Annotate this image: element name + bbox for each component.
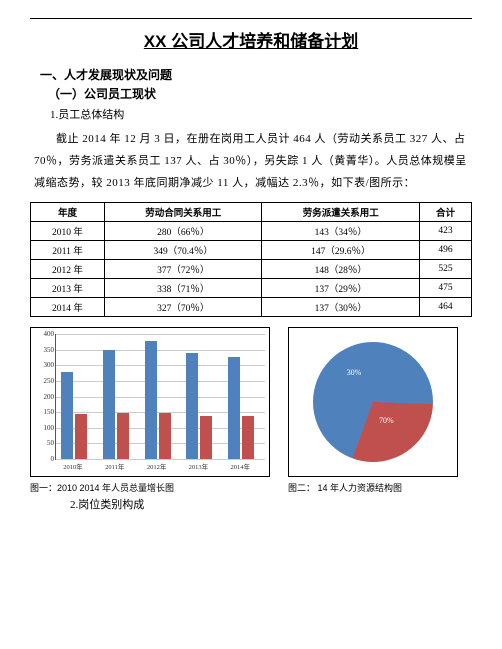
top-rule: [30, 18, 472, 19]
chart-captions: 图一：2010 2014 年人员总量增长图 图二： 14 年人力资源结构图: [30, 481, 472, 494]
bar-series-b: [117, 413, 129, 459]
page-title: XX 公司人才培养和储备计划: [30, 27, 472, 52]
heading-1-1-1: 1.员工总体结构: [50, 106, 472, 122]
caption-bar: 图一：2010 2014 年人员总量增长图: [30, 481, 270, 494]
bar-series-a: [61, 372, 73, 460]
bar-series-a: [103, 350, 115, 459]
bar-series-b: [200, 416, 212, 459]
heading-1-1-2: 2.岗位类别构成: [70, 496, 472, 512]
heading-1: 一、人才发展现状及问题: [40, 66, 472, 83]
charts-row: 0501001502002503003504002010年2011年2012年2…: [30, 327, 472, 477]
table-header: 年度: [31, 203, 105, 222]
bar-series-a: [228, 357, 240, 459]
bar-series-a: [145, 341, 157, 459]
pie-label-70: 70%: [379, 416, 394, 425]
table-header: 劳动合同关系用工: [104, 203, 262, 222]
bar-series-b: [159, 413, 171, 459]
table-row: 2011 年349（70.4％）147（29.6％）496: [31, 241, 472, 260]
employee-table: 年度劳动合同关系用工劳务派遣关系用工合计 2010 年280（66％）143（3…: [30, 202, 472, 317]
paragraph-1: 截止 2014 年 12 月 3 日，在册在岗用工人员计 464 人（劳动关系员…: [34, 128, 468, 194]
table-row: 2012 年377（72％）148（28％）525: [31, 260, 472, 279]
heading-1-1: （一）公司员工现状: [48, 85, 472, 102]
caption-pie: 图二： 14 年人力资源结构图: [288, 481, 458, 494]
table-header: 劳务派遣关系用工: [262, 203, 420, 222]
table-header: 合计: [420, 203, 472, 222]
pie-chart: 70% 30%: [288, 327, 458, 477]
bar-chart: 0501001502002503003504002010年2011年2012年2…: [30, 327, 270, 477]
bar-series-b: [75, 414, 87, 459]
pie-label-30: 30%: [347, 368, 362, 377]
table-row: 2010 年280（66％）143（34％）423: [31, 222, 472, 241]
bar-series-b: [242, 416, 254, 459]
bar-series-a: [186, 353, 198, 459]
table-row: 2014 年327（70％）137（30％）464: [31, 298, 472, 317]
table-row: 2013 年338（71％）137（29％）475: [31, 279, 472, 298]
